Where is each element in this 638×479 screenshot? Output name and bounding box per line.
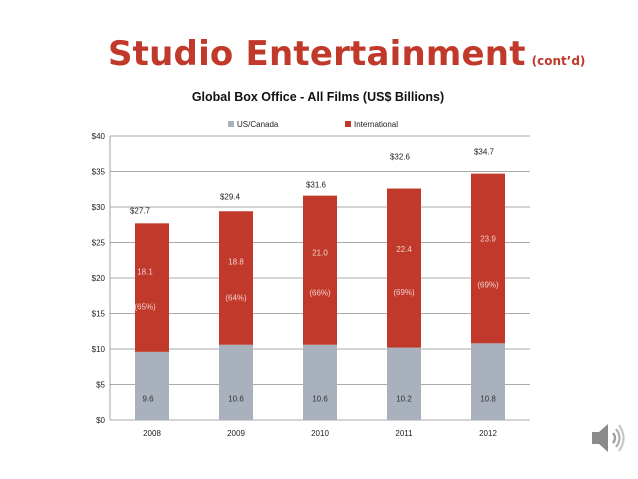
international-share-label: (65%) (134, 302, 156, 311)
international-value-label: 22.4 (396, 245, 412, 254)
bar-us-canada (219, 344, 253, 420)
us-canada-value-label: 10.6 (312, 395, 328, 404)
international-value-label: 18.8 (228, 258, 244, 267)
bar-international (471, 173, 505, 344)
speaker-icon[interactable] (588, 416, 628, 460)
y-tick-label: $40 (92, 132, 106, 141)
bar-international (303, 195, 337, 345)
total-value-label: $34.7 (474, 147, 495, 156)
y-axis: $0 $5 $10 $15 $20 $25 $30 $35 $40 (92, 132, 111, 425)
total-value-label: $27.7 (130, 206, 151, 215)
bar-us-canada (387, 347, 421, 420)
y-tick-label: $5 (96, 381, 105, 390)
bar-us-canada (135, 351, 169, 420)
bar-international (387, 188, 421, 348)
international-share-label: (69%) (477, 280, 499, 289)
y-tick-label: $20 (92, 274, 106, 283)
international-value-label: 21.0 (312, 248, 328, 257)
chart-title: Global Box Office - All Films (US$ Billi… (192, 90, 444, 104)
y-tick-label: $10 (92, 345, 106, 354)
slide-title: Studio Entertainment (cont’d) (108, 34, 585, 74)
x-tick-label: 2011 (395, 429, 413, 438)
y-tick-label: $30 (92, 203, 106, 212)
x-tick-label: 2010 (311, 429, 329, 438)
y-tick-label: $15 (92, 310, 106, 319)
y-tick-label: $0 (96, 416, 105, 425)
legend-label: International (354, 120, 398, 129)
international-share-label: (69%) (393, 288, 415, 297)
total-value-label: $29.4 (220, 192, 241, 201)
international-share-label: (66%) (309, 289, 331, 298)
legend-swatch (345, 121, 351, 127)
y-tick-label: $35 (92, 168, 106, 177)
y-tick-label: $25 (92, 239, 106, 248)
total-value-label: $31.6 (306, 181, 327, 190)
chart-data-labels: 9.6 18.1 (65%) $27.7 10.6 18.8 (64%) $29.4 10.6 2… (130, 147, 499, 403)
legend-label: US/Canada (237, 120, 279, 129)
bar-international (219, 211, 253, 345)
us-canada-value-label: 10.8 (480, 395, 496, 404)
x-tick-label: 2009 (227, 429, 245, 438)
us-canada-value-label: 10.6 (228, 395, 244, 404)
us-canada-value-label: 10.2 (396, 395, 412, 404)
slide-title-main: Studio Entertainment (108, 34, 526, 74)
slide-title-suffix: (cont’d) (531, 54, 586, 68)
x-tick-label: 2008 (143, 429, 161, 438)
us-canada-value-label: 9.6 (142, 395, 154, 404)
international-value-label: 23.9 (480, 235, 496, 244)
chart-legend: US/Canada International (228, 120, 398, 129)
x-tick-label: 2012 (479, 429, 497, 438)
bar-us-canada (303, 344, 337, 420)
international-value-label: 18.1 (137, 268, 153, 277)
legend-swatch (228, 121, 234, 127)
chart-bars (135, 173, 505, 420)
bar-us-canada (471, 343, 505, 420)
bar-international (135, 223, 169, 352)
x-axis: 2008 2009 2010 2011 2012 (143, 429, 497, 438)
total-value-label: $32.6 (390, 153, 411, 162)
international-share-label: (64%) (225, 294, 247, 303)
